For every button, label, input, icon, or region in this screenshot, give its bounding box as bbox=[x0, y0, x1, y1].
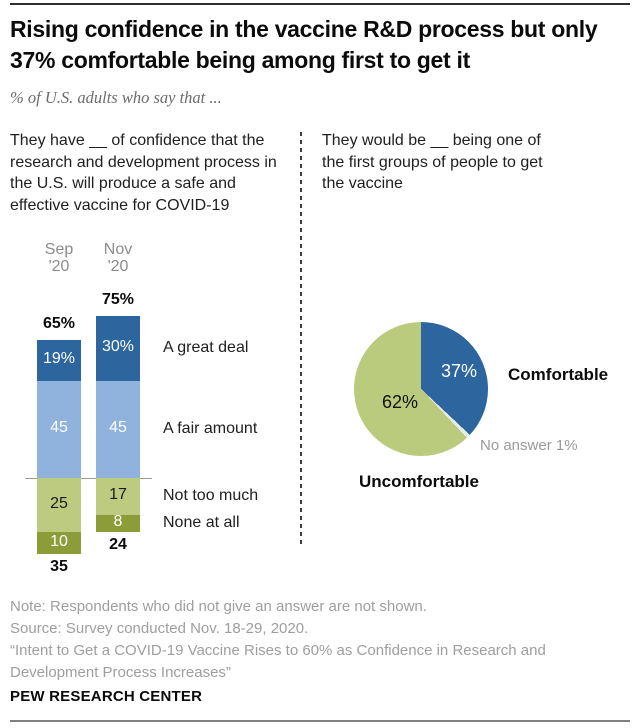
pie-label-no-answer: No answer 1% bbox=[480, 437, 578, 454]
bar-total-label: 75% bbox=[101, 291, 135, 308]
bar-segment-value: 45 bbox=[50, 419, 68, 437]
bar-segment-value: 25 bbox=[50, 495, 68, 512]
source-line: Source: Survey conducted Nov. 18-29, 202… bbox=[10, 620, 309, 637]
bar-total-label: 35 bbox=[50, 557, 68, 575]
bar-total-label: 24 bbox=[109, 536, 127, 553]
bar-segment-value: 17 bbox=[109, 486, 127, 504]
stacked-bar-chart: Sep '20 45 19% 65% 25 10 35 Nov '20 45 30% 75% 17 8 2… bbox=[10, 238, 302, 583]
bottom-rule bbox=[10, 720, 630, 722]
pie-value-uncomfortable: 62% bbox=[381, 392, 419, 412]
bar-segment-value: 10 bbox=[50, 532, 68, 550]
series-name-label: Not too much bbox=[163, 487, 259, 505]
bar-segment-value: 8 bbox=[113, 513, 123, 531]
bar-segment-value: 19% bbox=[42, 350, 76, 368]
brand-pew-research-center: PEW RESEARCH CENTER bbox=[10, 688, 203, 705]
series-name-label: None at all bbox=[163, 514, 240, 532]
bar-segment-value: 30% bbox=[101, 338, 135, 356]
bar-column-header: Nov '20 bbox=[103, 241, 133, 275]
bar-segment: 45 bbox=[96, 380, 140, 478]
page-subtitle: % of U.S. adults who say that ... bbox=[10, 88, 222, 107]
zero-baseline bbox=[25, 478, 152, 479]
bar-column-header: Sep '20 bbox=[44, 241, 74, 275]
pie-panel: They would be __ being one of the first … bbox=[322, 130, 640, 590]
bar-total-label: 65% bbox=[42, 314, 76, 332]
pie-label-comfortable: Comfortable bbox=[508, 365, 609, 384]
bar-segment: 19% bbox=[37, 339, 81, 381]
bar-segment: 30% bbox=[96, 316, 140, 381]
left-question: They have __ of confidence that the rese… bbox=[10, 132, 277, 214]
bar-segment: 8 bbox=[96, 513, 140, 532]
series-name-label: A great deal bbox=[163, 339, 249, 357]
bar-segment: 10 bbox=[37, 532, 81, 554]
right-question: They would be __ being one of the first … bbox=[322, 132, 543, 192]
series-name-label: A fair amount bbox=[163, 420, 258, 438]
page-title: Rising confidence in the vaccine R&D pro… bbox=[10, 16, 598, 73]
bar-segment: 17 bbox=[96, 478, 140, 515]
top-rule bbox=[10, 3, 630, 5]
bar-segment: 45 bbox=[37, 380, 81, 478]
report-title-line: “Intent to Get a COVID-19 Vaccine Rises … bbox=[10, 642, 546, 681]
pie-value-comfortable: 37% bbox=[440, 361, 478, 381]
pie-chart bbox=[354, 322, 488, 456]
bar-segment: 25 bbox=[37, 478, 81, 532]
note-line: Note: Respondents who did not give an an… bbox=[10, 598, 427, 615]
bar-segment-value: 45 bbox=[109, 419, 127, 437]
dotted-divider bbox=[300, 132, 302, 548]
pie-label-uncomfortable: Uncomfortable bbox=[359, 472, 479, 491]
footer-notes: Note: Respondents who did not give an an… bbox=[10, 596, 570, 684]
